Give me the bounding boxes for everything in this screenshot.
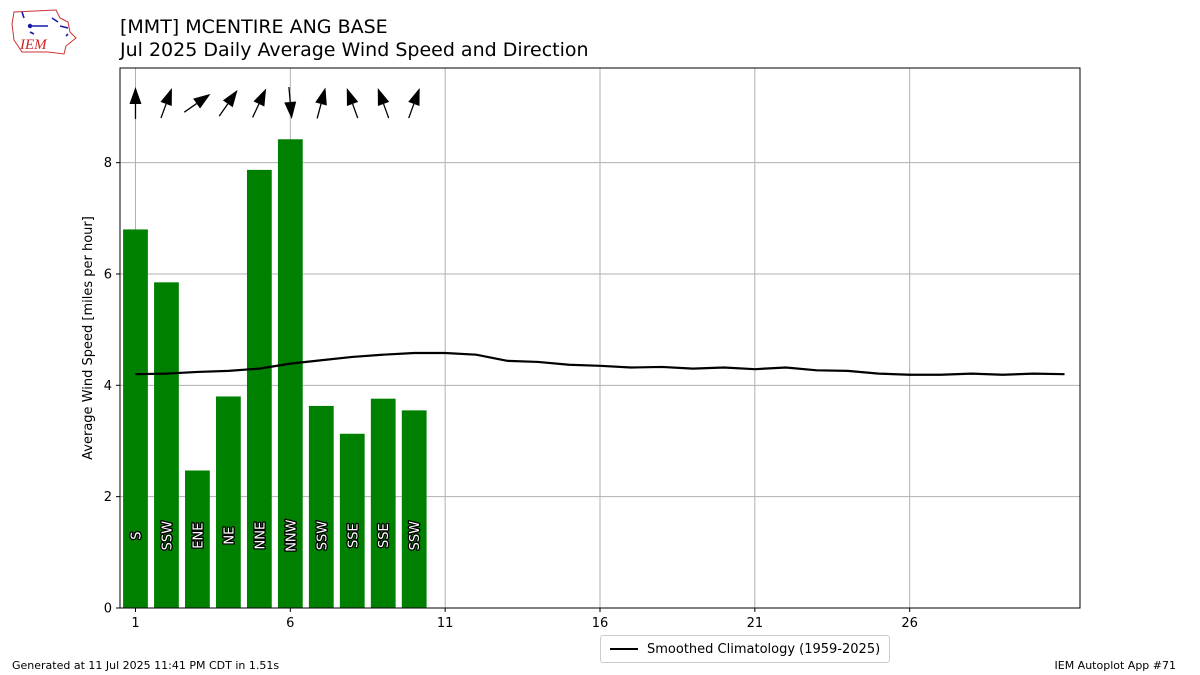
x-tick-label: 6: [286, 616, 294, 631]
x-tick-label: 1: [131, 616, 139, 631]
direction-label-day-4: NE: [222, 527, 237, 545]
wind-arrow-day-5: [252, 88, 267, 118]
arrow-head: [315, 87, 327, 106]
arrow-shaft: [183, 103, 197, 113]
iem-logo: IEM: [11, 9, 77, 55]
wind-arrow-day-9: [377, 87, 390, 119]
direction-label-day-1: S: [129, 531, 144, 539]
legend-label-climatology: Smoothed Climatology (1959-2025): [647, 641, 881, 657]
bar-day-6: [277, 139, 303, 608]
x-tick-label: 26: [901, 616, 918, 631]
bar-day-7: [308, 405, 334, 608]
arrow-shaft: [288, 87, 291, 103]
legend-line-swatch: [610, 648, 638, 650]
x-tick-label: 16: [592, 616, 609, 631]
x-tick-label: 11: [437, 616, 454, 631]
bar-day-2: [154, 282, 179, 608]
arrow-head: [253, 88, 267, 107]
bar-day-9: [370, 398, 396, 608]
arrow-head: [408, 87, 420, 106]
bar-day-5: [246, 169, 272, 608]
wind-arrow-day-3: [183, 93, 211, 113]
wind-arrow-day-6: [284, 87, 297, 119]
direction-label-day-6: NNW: [284, 519, 299, 551]
chart-title-station: [MMT] MCENTIRE ANG BASE: [120, 16, 388, 38]
wind-arrow-day-1: [129, 87, 142, 119]
arrow-shaft: [408, 103, 415, 119]
arrow-shaft: [252, 103, 260, 118]
app-id: IEM Autoplot App #71: [1054, 659, 1177, 672]
bar-series: [123, 139, 427, 608]
direction-label-day-2: SSW: [160, 521, 175, 551]
direction-label-day-8: SSE: [346, 523, 361, 548]
y-tick-label: 8: [104, 156, 112, 171]
arrow-head: [129, 87, 142, 104]
arrow-head: [193, 93, 211, 109]
chart-title-subtitle: Jul 2025 Daily Average Wind Speed and Di…: [120, 39, 589, 61]
arrow-shaft: [218, 103, 229, 117]
wind-arrow-day-8: [346, 87, 359, 119]
bar-day-1: [123, 229, 148, 608]
y-tick-label: 4: [104, 379, 112, 394]
bar-day-10: [401, 410, 427, 608]
arrow-head: [222, 89, 238, 108]
arrow-shaft: [351, 103, 359, 119]
direction-arrows: [129, 87, 420, 119]
wind-arrow-day-7: [315, 87, 327, 119]
direction-label-day-10: SSW: [408, 521, 423, 551]
direction-label-day-3: ENE: [191, 523, 206, 549]
direction-label-day-5: NNE: [253, 522, 268, 550]
iem-logo-text: IEM: [19, 37, 48, 53]
direction-label-day-7: SSW: [315, 521, 330, 551]
x-tick-label: 21: [747, 616, 764, 631]
bar-day-4: [216, 396, 241, 608]
arrow-head: [377, 87, 390, 106]
arrow-shaft: [316, 103, 322, 119]
y-axis-label: Average Wind Speed [miles per hour]: [81, 216, 96, 460]
generated-timestamp: Generated at 11 Jul 2025 11:41 PM CDT in…: [12, 659, 280, 672]
wind-arrow-day-2: [160, 87, 172, 119]
chart-legend: Smoothed Climatology (1959-2025): [600, 635, 891, 663]
wind-arrow-day-10: [408, 87, 420, 119]
arrow-shaft: [160, 103, 167, 119]
y-tick-label: 2: [104, 490, 112, 505]
wind-arrow-day-4: [218, 89, 238, 117]
climatology-series: [135, 351, 1065, 376]
bar-day-3: [185, 470, 210, 608]
y-tick-label: 6: [104, 267, 112, 282]
arrow-shaft: [382, 103, 390, 119]
y-tick-label: 0: [104, 602, 112, 617]
direction-label-day-9: SSE: [377, 523, 392, 548]
climatology-line: [135, 351, 1065, 376]
arrow-head: [346, 87, 359, 106]
arrow-head: [160, 87, 172, 106]
direction-labels: S SSW ENE NE NNE NNW SSW SSE SSE SSW: [128, 518, 424, 553]
bar-day-8: [339, 433, 365, 608]
arrow-head: [284, 101, 297, 119]
